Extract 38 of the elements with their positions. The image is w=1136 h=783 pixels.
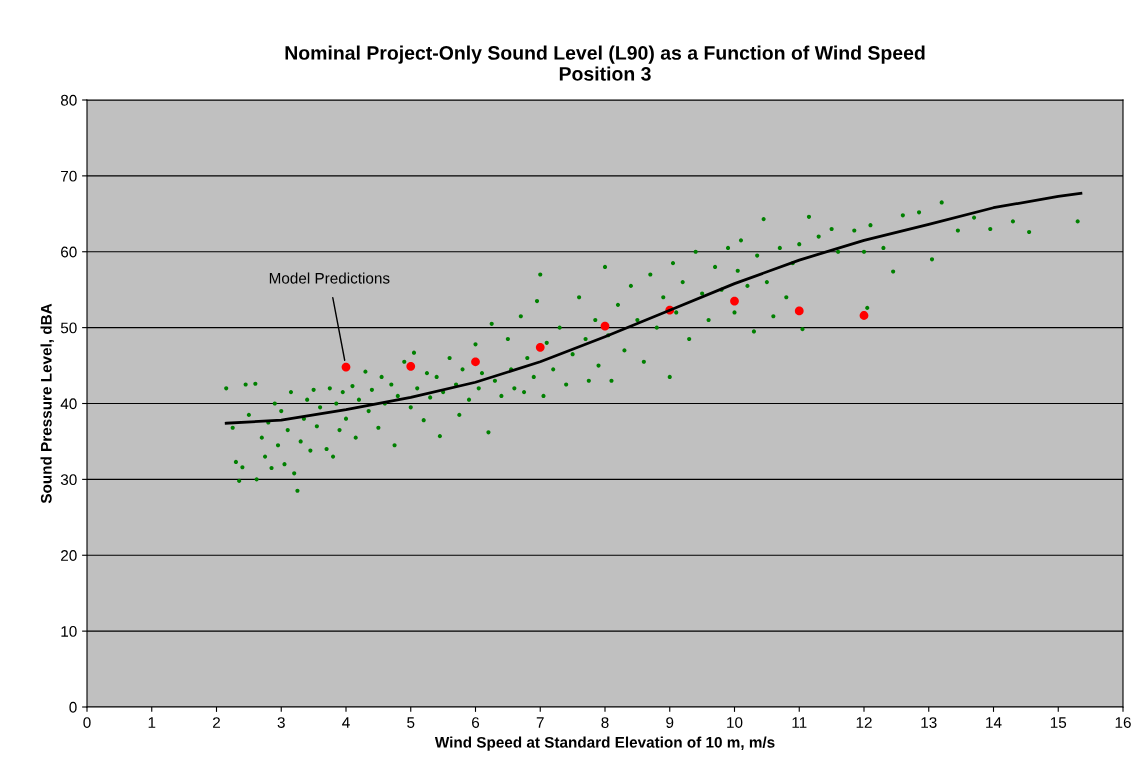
x-tick-label: 4 (342, 717, 350, 728)
x-tick-label: 12 (856, 717, 872, 728)
point (730, 296, 739, 306)
x-tick-label: 7 (536, 717, 544, 728)
point (535, 342, 545, 352)
x-tick-label: 15 (1050, 717, 1067, 728)
x-tick-label: 1 (148, 717, 156, 728)
point (341, 362, 351, 372)
y-tick-label: 50 (60, 322, 77, 334)
y-tick-label: 20 (61, 550, 77, 561)
x-tick-label: 16 (1115, 717, 1131, 728)
x-tick-label: 9 (666, 717, 674, 728)
y-tick-label: 70 (61, 170, 77, 182)
x-tick-label: 3 (277, 717, 285, 728)
x-tick-label: 6 (472, 717, 480, 728)
y-tick-label: 40 (60, 398, 77, 410)
point (859, 311, 869, 320)
x-tick-label: 11 (792, 717, 807, 728)
y-tick-label: 30 (60, 474, 77, 486)
x-tick-label: 0 (83, 717, 91, 728)
y-axis-title: Sound Pressure Level, dBA (40, 303, 54, 504)
point (471, 357, 480, 367)
x-axis-title: Wind Speed at Standard Elevation of 10 m, m/s (434, 736, 775, 751)
chart-title: Nominal Project-Only Sound Level (L90) as a Function of Wind Speed Position 3 (285, 45, 925, 81)
x-tick-label: 2 (213, 717, 220, 728)
y-tick-label: 60 (61, 246, 77, 258)
point (794, 306, 804, 316)
x-tick-label: 10 (727, 717, 743, 728)
y-tick-label: 10 (61, 625, 77, 637)
annotation: Model Predictions (269, 272, 390, 284)
point (600, 321, 610, 331)
point (406, 361, 416, 371)
x-tick-label: 5 (407, 717, 415, 728)
x-tick-label: 8 (601, 717, 609, 728)
x-tick-label: 14 (986, 717, 1002, 728)
y-tick-label: 0 (69, 701, 77, 713)
x-tick-label: 13 (921, 717, 937, 728)
y-tick-label: 80 (60, 94, 77, 106)
